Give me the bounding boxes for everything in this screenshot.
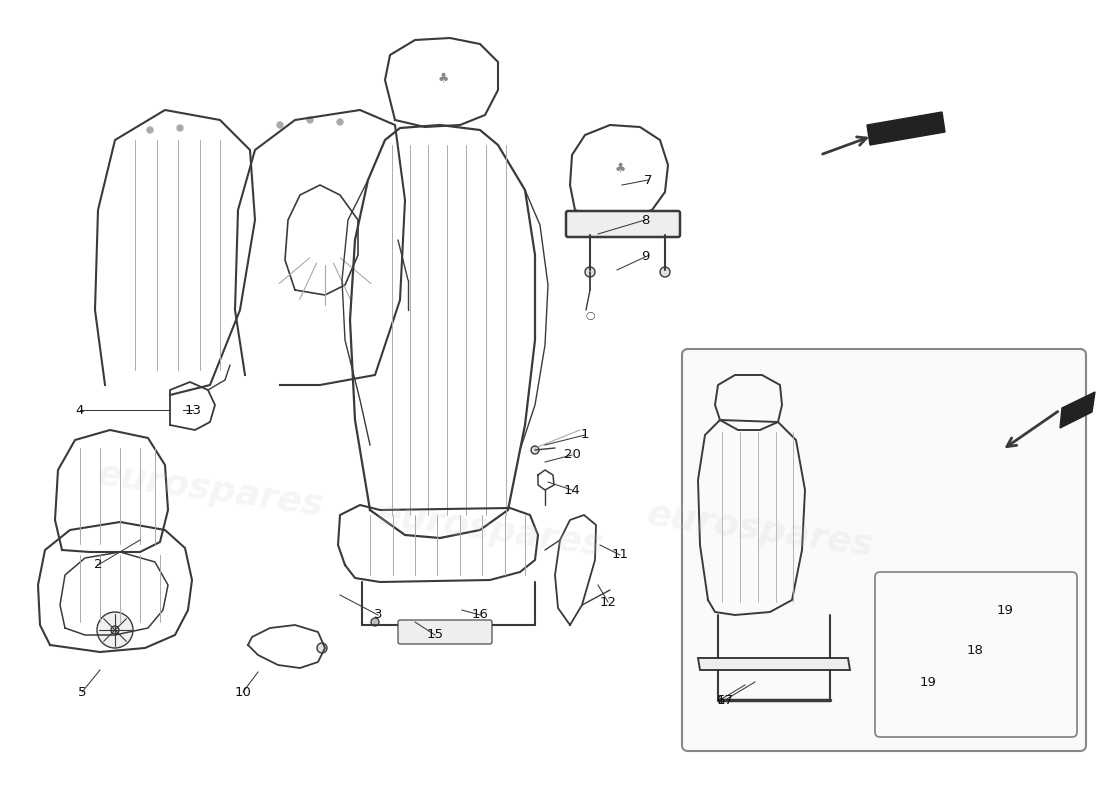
Text: ♣: ♣	[438, 71, 449, 85]
Circle shape	[933, 703, 947, 717]
FancyBboxPatch shape	[398, 620, 492, 644]
Text: 6: 6	[716, 694, 724, 706]
Circle shape	[111, 626, 119, 634]
Circle shape	[307, 117, 314, 123]
Circle shape	[446, 631, 454, 639]
Circle shape	[373, 620, 377, 624]
Circle shape	[585, 267, 595, 277]
Circle shape	[893, 598, 907, 612]
Text: 8: 8	[641, 214, 649, 226]
Polygon shape	[698, 658, 850, 670]
Circle shape	[448, 633, 452, 637]
Text: 13: 13	[185, 403, 201, 417]
Text: 17: 17	[716, 694, 734, 706]
Circle shape	[177, 125, 183, 131]
Circle shape	[660, 267, 670, 277]
Circle shape	[337, 119, 343, 125]
Text: 9: 9	[641, 250, 649, 263]
Text: 16: 16	[472, 609, 488, 622]
Polygon shape	[867, 112, 945, 145]
Circle shape	[936, 706, 944, 714]
Circle shape	[147, 127, 153, 133]
Text: eurospares: eurospares	[645, 498, 876, 562]
Text: 4: 4	[76, 403, 85, 417]
Text: 10: 10	[234, 686, 252, 698]
Text: eurospares: eurospares	[95, 458, 326, 522]
Text: 11: 11	[612, 549, 628, 562]
Text: 5: 5	[78, 686, 86, 698]
Circle shape	[277, 122, 283, 128]
FancyBboxPatch shape	[874, 572, 1077, 737]
Circle shape	[371, 618, 380, 626]
Circle shape	[412, 633, 417, 637]
Text: ♣: ♣	[615, 162, 626, 174]
Circle shape	[977, 626, 983, 634]
Circle shape	[531, 446, 539, 454]
Text: 3: 3	[374, 609, 383, 622]
Circle shape	[317, 643, 327, 653]
Text: ◯: ◯	[585, 310, 595, 319]
FancyBboxPatch shape	[682, 349, 1086, 751]
Text: 19: 19	[997, 603, 1013, 617]
Circle shape	[974, 623, 987, 637]
Text: 1: 1	[581, 429, 590, 442]
FancyBboxPatch shape	[566, 211, 680, 237]
Text: 20: 20	[563, 449, 581, 462]
Text: 18: 18	[967, 643, 983, 657]
Text: 7: 7	[644, 174, 652, 186]
Text: 15: 15	[427, 629, 443, 642]
Circle shape	[896, 602, 903, 609]
Circle shape	[411, 631, 419, 639]
Text: 19: 19	[920, 675, 936, 689]
Text: 12: 12	[600, 595, 616, 609]
Polygon shape	[1060, 392, 1094, 428]
Circle shape	[97, 612, 133, 648]
Text: 2: 2	[94, 558, 102, 571]
Text: 14: 14	[563, 483, 581, 497]
Text: eurospares: eurospares	[374, 498, 606, 562]
